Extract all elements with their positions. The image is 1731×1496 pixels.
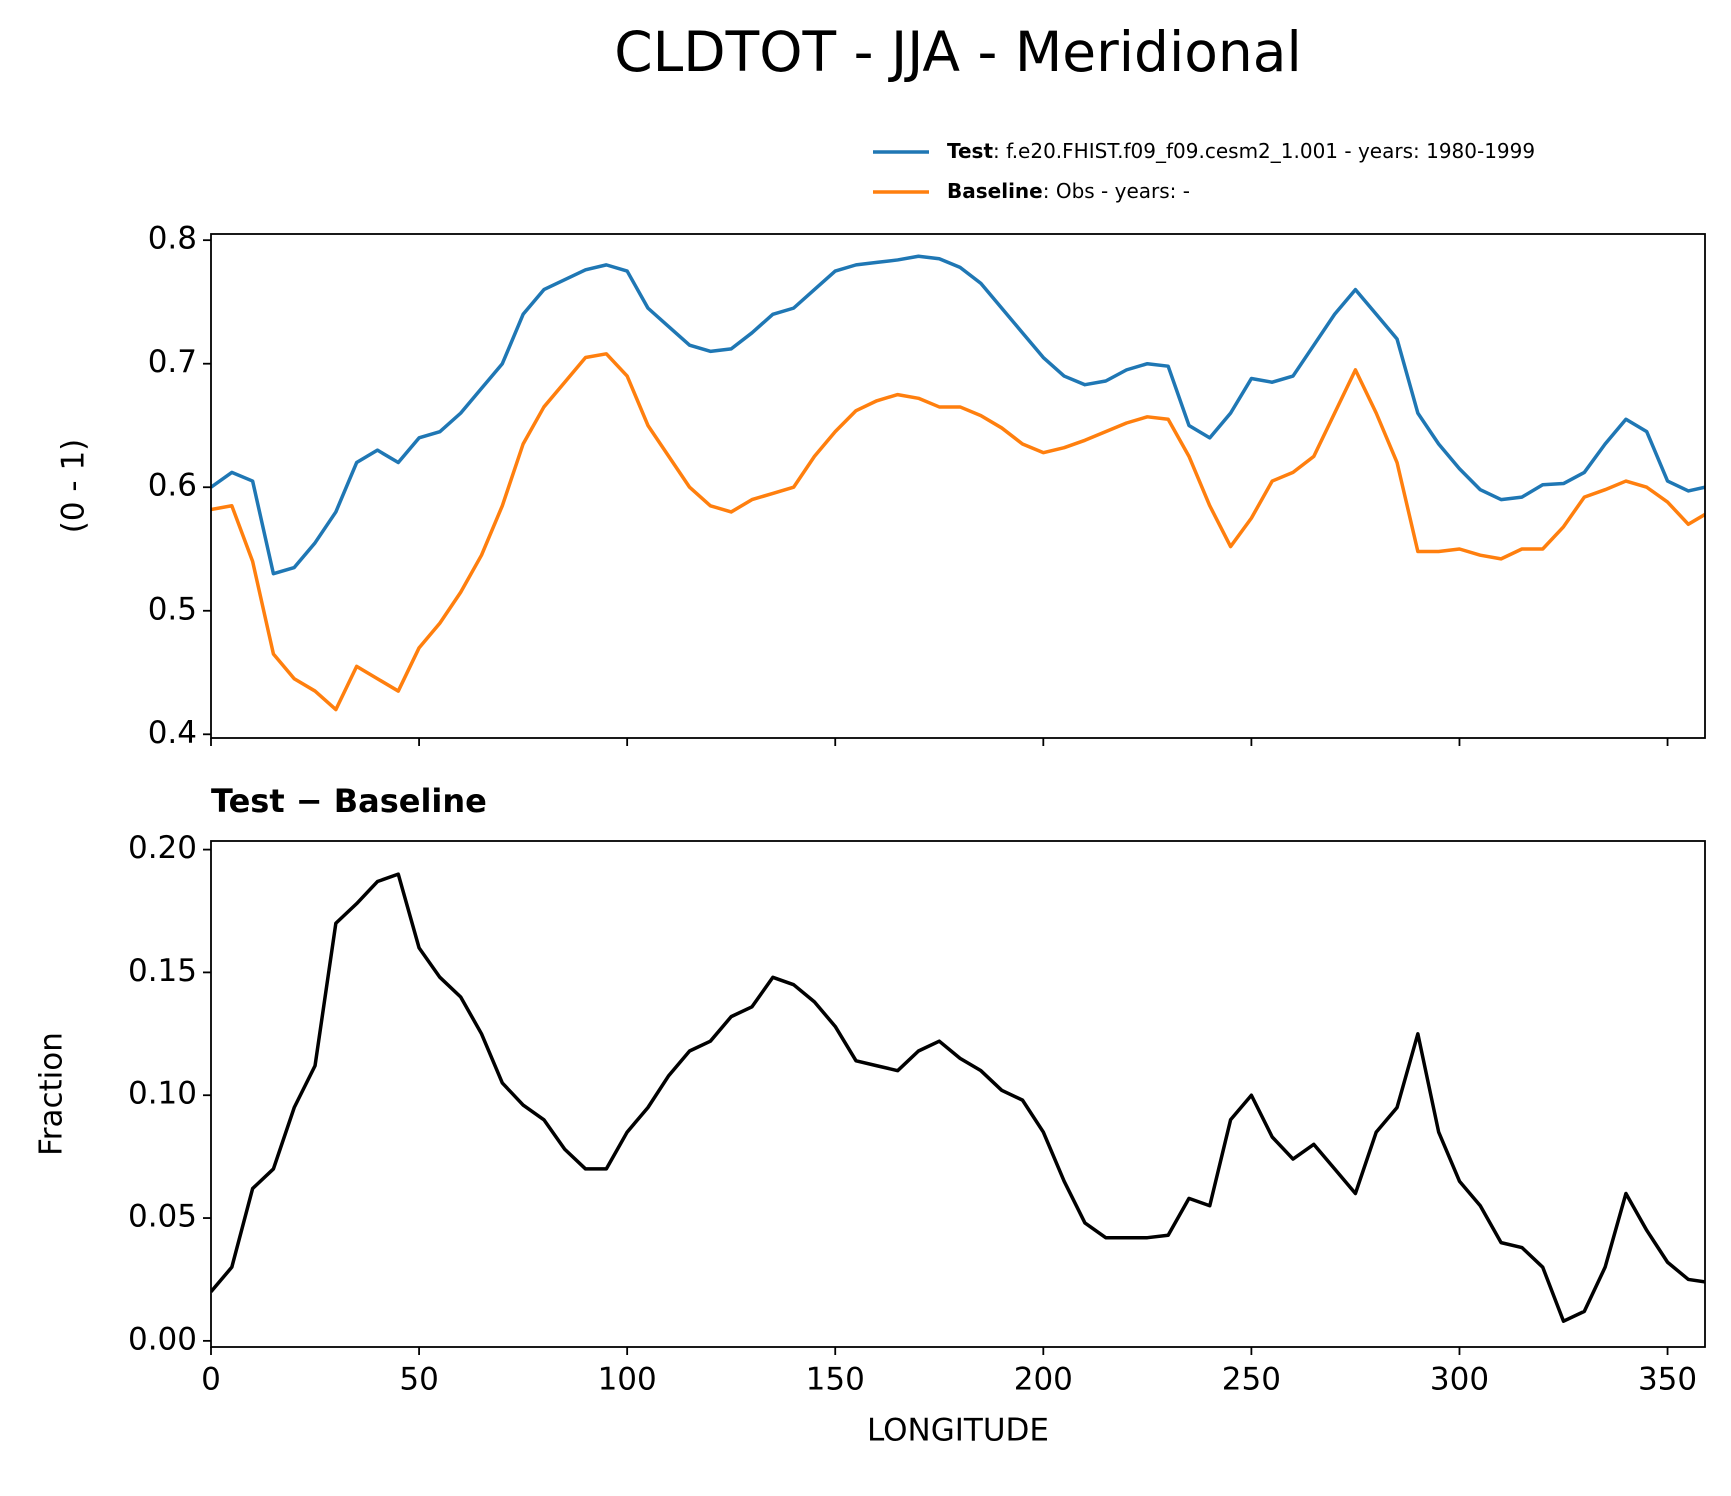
x-tick-label: 150 bbox=[806, 1362, 865, 1398]
x-tick-label: 350 bbox=[1638, 1362, 1697, 1398]
axes-frame bbox=[210, 840, 1706, 1348]
figure-title: CLDTOT - JJA - Meridional bbox=[614, 20, 1301, 84]
legend-description: : f.e20.FHIST.f09_f09.cesm2_1.001 - year… bbox=[993, 139, 1535, 163]
x-tick-label: 200 bbox=[1014, 1362, 1073, 1398]
x-tick-label: 50 bbox=[399, 1362, 438, 1398]
axes-title: Test − Baseline bbox=[211, 782, 487, 820]
legend-name: Test bbox=[947, 139, 993, 163]
y-tick-label: 0.05 bbox=[128, 1199, 197, 1235]
x-tick-label: 250 bbox=[1222, 1362, 1281, 1398]
plot-area bbox=[211, 254, 1705, 712]
series-line bbox=[211, 872, 1705, 1323]
y-tick-label: 0.6 bbox=[148, 468, 197, 504]
series-line bbox=[211, 254, 1705, 576]
y-tick-label: 0.10 bbox=[128, 1076, 197, 1112]
x-tick-label: 300 bbox=[1430, 1362, 1489, 1398]
y-tick-label: 0.00 bbox=[128, 1321, 197, 1357]
legend-name: Baseline bbox=[947, 179, 1043, 203]
y-tick-label: 0.7 bbox=[148, 344, 197, 380]
y-tick-label: 0.20 bbox=[128, 830, 197, 866]
legend-label: Baseline: Obs - years: - bbox=[947, 179, 1190, 203]
x-tick-label: 0 bbox=[201, 1362, 221, 1398]
y-tick-label: 0.15 bbox=[128, 953, 197, 989]
x-axis-label: LONGITUDE bbox=[867, 1413, 1049, 1449]
legend-label: Test: f.e20.FHIST.f09_f09.cesm2_1.001 - … bbox=[947, 139, 1535, 163]
axes-frame bbox=[210, 233, 1706, 739]
y-tick-label: 0.8 bbox=[148, 221, 197, 257]
legend-description: : Obs - years: - bbox=[1043, 179, 1190, 203]
plot-area bbox=[211, 872, 1705, 1323]
y-tick-label: 0.4 bbox=[148, 715, 197, 751]
y-tick-label: 0.5 bbox=[148, 591, 197, 627]
series-line bbox=[211, 352, 1705, 712]
x-tick-label: 100 bbox=[598, 1362, 657, 1398]
y-axis-label: (0 - 1) bbox=[56, 439, 92, 534]
y-axis-label: Fraction bbox=[34, 1032, 70, 1156]
